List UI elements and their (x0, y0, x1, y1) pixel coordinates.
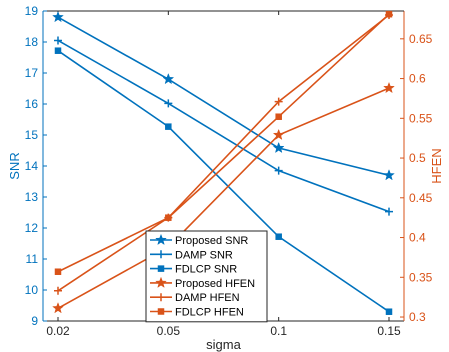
data-point-fdlcp-snr (165, 123, 172, 130)
data-point-proposed-hfen (272, 128, 285, 141)
x-tick-label: 0.02 (46, 324, 70, 338)
legend-entry: Proposed SNR (175, 235, 248, 247)
x-tick-label: 0.05 (157, 324, 181, 338)
legend-entry: DAMP SNR (175, 249, 233, 261)
left-y-tick-label: 16 (25, 97, 39, 111)
right-y-tick-label: 0.4 (409, 231, 426, 245)
right-y-tick-label: 0.35 (409, 270, 433, 284)
left-y-tick-label: 11 (26, 252, 39, 266)
left-y-tick-label: 17 (25, 66, 39, 80)
data-point-fdlcp-snr (54, 47, 62, 54)
series-line-proposed-hfen (57, 87, 390, 309)
left-y-tick-label: 10 (25, 283, 39, 297)
data-point-damp-hfen (274, 97, 283, 106)
data-point-proposed-hfen (383, 81, 395, 94)
x-axis-label: sigma (206, 337, 241, 352)
right-y-tick-label: 0.55 (409, 111, 433, 125)
left-y-tick-label: 9 (31, 314, 38, 328)
data-point-fdlcp-hfen (165, 214, 172, 221)
legend-swatch-marker (157, 293, 165, 302)
legend-swatch-marker (157, 308, 165, 315)
left-y-tick-label: 19 (25, 4, 39, 18)
series-line-fdlcp-snr (57, 50, 390, 313)
data-point-proposed-snr (383, 169, 395, 181)
left-y-tick-label: 13 (25, 190, 39, 204)
legend-entry: FDLCP SNR (175, 264, 237, 276)
right-y-tick-label: 0.5 (409, 151, 426, 165)
data-point-proposed-hfen (52, 302, 64, 314)
legend-box (145, 230, 268, 323)
data-point-damp-snr (274, 166, 283, 175)
data-point-proposed-snr (272, 141, 285, 154)
right-y-tick-label: 0.3 (409, 310, 426, 324)
data-point-fdlcp-hfen (54, 268, 62, 275)
data-point-fdlcp-hfen (275, 113, 282, 120)
legend-swatch-marker (157, 265, 165, 272)
legend-entry: FDLCP HFEN (175, 307, 244, 319)
data-point-proposed-snr (52, 10, 64, 23)
data-point-fdlcp-snr (275, 233, 282, 240)
data-point-damp-snr (54, 36, 62, 45)
left-y-tick-label: 18 (25, 35, 39, 49)
data-point-damp-snr (385, 207, 393, 216)
right-y-tick-label: 0.65 (409, 32, 433, 46)
legend-swatch-marker (155, 233, 167, 246)
series-line-damp-snr (57, 39, 390, 213)
legend-swatch-marker (157, 250, 165, 259)
right-y-tick-label: 0.45 (409, 191, 433, 205)
x-tick-label: 0.15 (377, 324, 401, 338)
left-y-tick-label: 14 (25, 159, 39, 173)
right-y-tick-label: 0.6 (409, 72, 426, 86)
data-point-fdlcp-hfen (385, 10, 393, 18)
left-y-axis-label: SNR (7, 152, 22, 179)
series-line-proposed-snr (57, 16, 390, 177)
data-point-fdlcp-snr (385, 308, 393, 315)
data-point-proposed-snr (162, 72, 175, 85)
right-y-axis-label: HFEN (429, 148, 444, 183)
left-y-tick-label: 15 (25, 128, 39, 142)
legend-entry: DAMP HFEN (175, 292, 240, 304)
series-line-fdlcp-hfen (57, 13, 390, 273)
data-point-damp-snr (164, 99, 173, 108)
legend-entry: Proposed HFEN (175, 278, 255, 290)
x-tick-label: 0.1 (270, 324, 287, 338)
data-point-damp-hfen (54, 286, 62, 295)
series-line-damp-hfen (57, 14, 390, 292)
left-y-tick-label: 12 (25, 221, 39, 235)
legend-swatch-marker (155, 276, 167, 288)
